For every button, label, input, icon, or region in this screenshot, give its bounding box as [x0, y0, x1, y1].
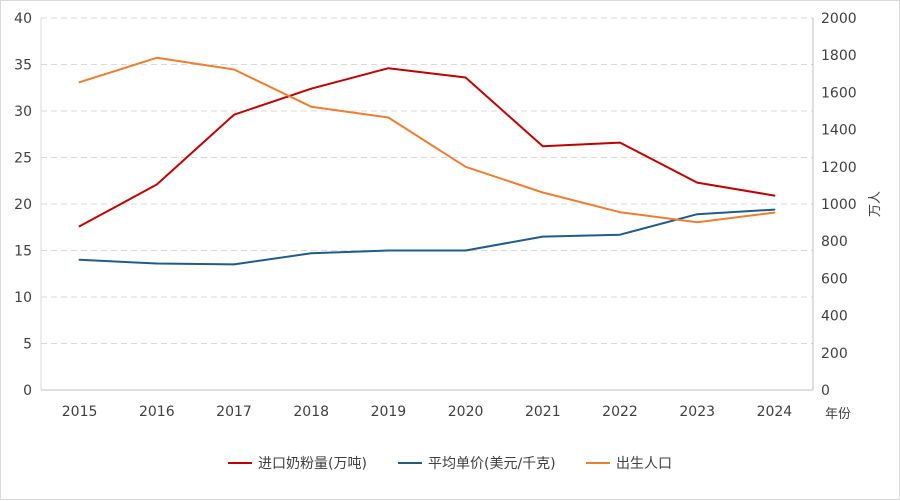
y-right-tick-label: 600	[821, 271, 848, 287]
y-right-tick-label: 0	[821, 383, 830, 399]
x-tick-label: 2017	[216, 404, 252, 420]
y-left-tick-label: 35	[14, 58, 32, 74]
x-tick-label: 2023	[679, 404, 715, 420]
y-right-tick-label: 1800	[821, 48, 857, 64]
x-axis-label: 年份	[825, 407, 851, 422]
y-right-tick-label: 800	[821, 234, 848, 250]
x-tick-label: 2018	[293, 404, 329, 420]
legend-label-1: 平均单价(美元/千克)	[428, 456, 556, 472]
x-tick-label: 2019	[371, 404, 407, 420]
y-left-tick-label: 15	[14, 244, 32, 260]
x-tick-label: 2021	[525, 404, 561, 420]
y-left-tick-label: 5	[23, 337, 32, 353]
y-right-tick-label: 2000	[821, 11, 857, 27]
x-tick-label: 2015	[62, 404, 98, 420]
legend-label-2: 出生人口	[616, 456, 672, 472]
y-left-tick-label: 40	[14, 11, 32, 27]
y-right-tick-label: 200	[821, 346, 848, 362]
x-tick-label: 2020	[448, 404, 484, 420]
y-left-tick-label: 20	[14, 197, 32, 213]
y-right-tick-label: 1200	[821, 160, 857, 176]
y-right-tick-label: 400	[821, 309, 848, 325]
y-left-tick-label: 25	[14, 151, 32, 167]
y-left-tick-label: 10	[14, 290, 32, 306]
y-left-tick-label: 0	[23, 383, 32, 399]
series-line-2	[80, 58, 775, 222]
x-tick-label: 2022	[602, 404, 638, 420]
y-right-tick-label: 1000	[821, 197, 857, 213]
y-right-tick-label: 1600	[821, 85, 857, 101]
y-right-tick-label: 1400	[821, 123, 857, 139]
legend-label-0: 进口奶粉量(万吨)	[258, 456, 367, 472]
series-line-0	[80, 68, 775, 226]
y-right-axis-label: 万人	[868, 191, 883, 217]
y-left-tick-label: 30	[14, 104, 32, 120]
x-tick-label: 2024	[757, 404, 793, 420]
x-tick-label: 2016	[139, 404, 175, 420]
